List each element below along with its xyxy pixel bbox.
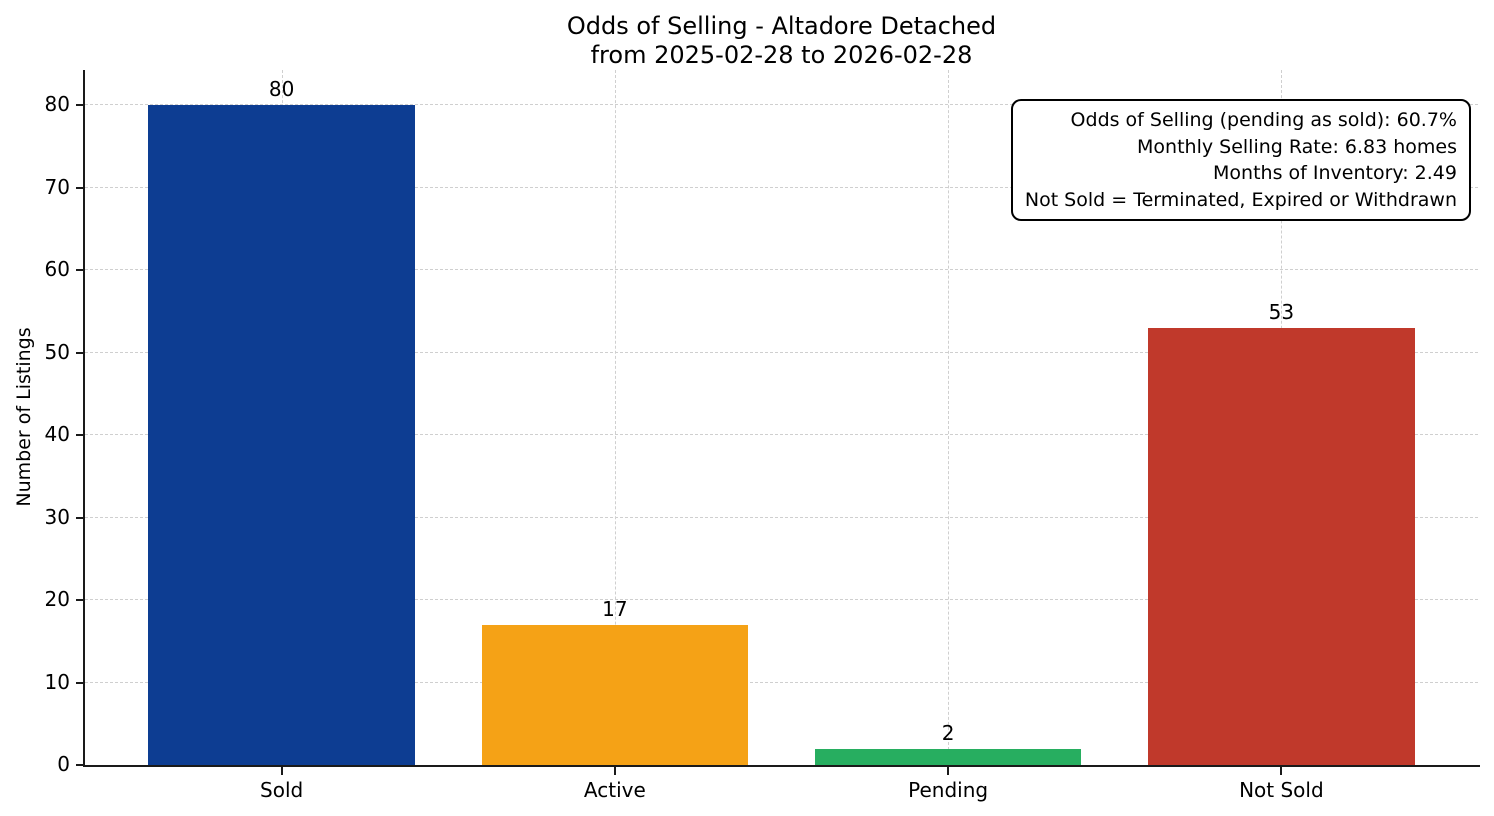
bar-value-label: 53	[1268, 300, 1295, 325]
x-tick-mark	[947, 767, 950, 775]
bar-active	[481, 624, 749, 765]
y-tick-label: 10	[44, 669, 70, 694]
chart-subtitle: from 2025-02-28 to 2026-02-28	[590, 41, 973, 69]
y-tick-mark	[76, 434, 84, 437]
gridline-horizontal	[85, 104, 1478, 106]
chart-title: Odds of Selling - Altadore Detached	[566, 12, 997, 40]
y-tick-mark	[76, 104, 84, 107]
bar-pending	[814, 748, 1082, 765]
y-tick-label: 40	[44, 422, 70, 447]
y-tick-label: 20	[44, 587, 70, 612]
y-tick-label: 70	[44, 174, 70, 199]
gridline-vertical	[948, 70, 950, 765]
x-tick-mark	[613, 767, 616, 775]
x-axis-spine	[83, 765, 1480, 767]
y-tick-mark	[76, 516, 84, 519]
y-tick-label: 30	[44, 504, 70, 529]
x-tick-label: Not Sold	[1239, 778, 1324, 802]
gridline-vertical	[614, 70, 616, 765]
x-tick-label: Pending	[908, 778, 989, 802]
y-tick-mark	[76, 269, 84, 272]
stats-line-monthly-selling-rate: Monthly Selling Rate: 6.83 homes	[1137, 135, 1457, 158]
stats-line-months-of-inventory: Months of Inventory: 2.49	[1213, 162, 1457, 184]
y-axis-spine	[83, 70, 85, 767]
bar-value-label: 2	[941, 720, 955, 745]
bar-sold	[148, 105, 415, 765]
gridline-horizontal	[85, 186, 1478, 188]
gridline-horizontal	[85, 599, 1478, 601]
gridline-horizontal	[85, 269, 1478, 271]
gridline-horizontal	[85, 681, 1478, 683]
stats-line-odds-of-selling: Odds of Selling (pending as sold): 60.7%	[1070, 109, 1457, 131]
y-tick-label: 80	[44, 92, 70, 117]
x-tick-mark	[1280, 767, 1283, 775]
y-tick-mark	[76, 351, 84, 354]
y-tick-mark	[76, 186, 84, 189]
x-tick-mark	[280, 767, 283, 775]
y-tick-mark	[76, 681, 84, 684]
y-tick-label: 60	[44, 257, 70, 282]
gridline-horizontal	[85, 516, 1478, 518]
y-tick-label: 50	[44, 339, 70, 364]
bar-value-label: 17	[602, 596, 628, 621]
bar-value-label: 80	[268, 77, 295, 102]
gridline-horizontal	[85, 351, 1478, 353]
stats-box: Odds of Selling (pending as sold): 60.7%…	[1010, 99, 1471, 221]
y-tick-mark	[76, 599, 84, 602]
y-tick-mark	[76, 764, 84, 766]
gridline-horizontal	[85, 434, 1478, 436]
y-tick-label: 0	[57, 752, 70, 776]
x-tick-label: Active	[583, 778, 646, 802]
stats-line-not-sold-definition: Not Sold = Terminated, Expired or Withdr…	[1024, 188, 1457, 211]
bar-not-sold	[1148, 328, 1415, 765]
x-tick-label: Sold	[260, 778, 304, 802]
